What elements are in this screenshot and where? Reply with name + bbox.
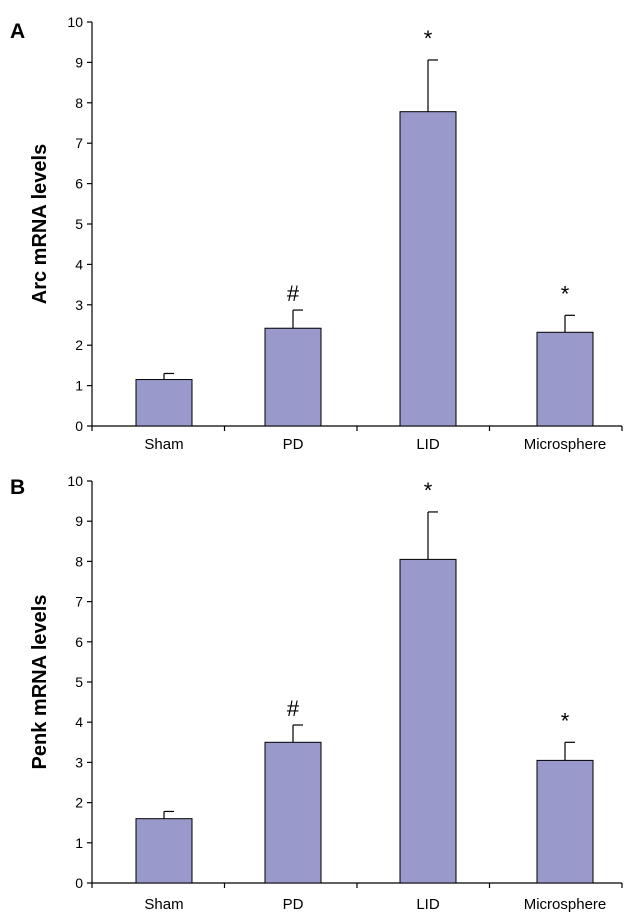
y-tick-label: 9: [75, 513, 83, 529]
bar-microsphere: [536, 331, 594, 427]
y-axis-label: Penk mRNA levels: [29, 595, 51, 770]
y-axis-label: Arc mRNA levels: [29, 144, 51, 304]
y-tick-label: 10: [67, 14, 83, 30]
bar-lid: [399, 111, 457, 427]
bar-microsphere: [536, 759, 594, 884]
y-tick-label: 8: [75, 553, 83, 569]
bar-sham: [135, 818, 193, 884]
panel-a: A Arc mRNA levels 0 1 2 3 4 5 6 7 8 9 10 Sham # PD * LID *…: [10, 14, 623, 453]
y-tick-label: 10: [67, 473, 83, 489]
x-category-label: Microsphere: [524, 436, 607, 453]
y-tick-label: 5: [75, 674, 83, 690]
y-tick-label: 1: [75, 378, 83, 394]
bar-sham: [135, 379, 193, 427]
y-tick-label: 3: [75, 754, 83, 770]
bar-lid: [399, 558, 457, 884]
y-tick-label: 2: [75, 337, 83, 353]
y-tick-label: 3: [75, 297, 83, 313]
significance-marker: *: [561, 281, 570, 306]
y-tick-label: 7: [75, 135, 83, 151]
y-tick-label: 4: [75, 256, 83, 272]
panel-letter: A: [10, 20, 25, 43]
bar-pd: [264, 327, 322, 427]
y-tick-label: 6: [75, 176, 83, 192]
x-category-label: Microsphere: [524, 896, 607, 913]
y-tick-label: 4: [75, 714, 83, 730]
y-tick-label: 2: [75, 795, 83, 811]
significance-marker: #: [287, 696, 300, 721]
y-tick-label: 9: [75, 54, 83, 70]
x-category-label: PD: [283, 436, 304, 453]
y-tick-label: 8: [75, 95, 83, 111]
significance-marker: *: [424, 26, 433, 51]
y-tick-label: 7: [75, 594, 83, 610]
bar-pd: [264, 741, 322, 884]
significance-marker: #: [287, 281, 300, 306]
y-tick-label: 5: [75, 216, 83, 232]
x-category-label: Sham: [144, 896, 183, 913]
panel-letter: B: [10, 476, 25, 499]
panel-b: B Penk mRNA levels 0 1 2 3 4 5 6 7 8 9 10 Sham # PD * LID…: [10, 473, 623, 913]
significance-marker: *: [561, 708, 570, 733]
x-category-label: Sham: [144, 436, 183, 453]
x-category-label: LID: [416, 896, 440, 913]
y-tick-label: 0: [75, 418, 83, 434]
y-tick-label: 1: [75, 835, 83, 851]
x-category-label: LID: [416, 436, 440, 453]
significance-marker: *: [424, 478, 433, 503]
y-tick-label: 0: [75, 875, 83, 891]
x-category-label: PD: [283, 896, 304, 913]
y-tick-label: 6: [75, 634, 83, 650]
